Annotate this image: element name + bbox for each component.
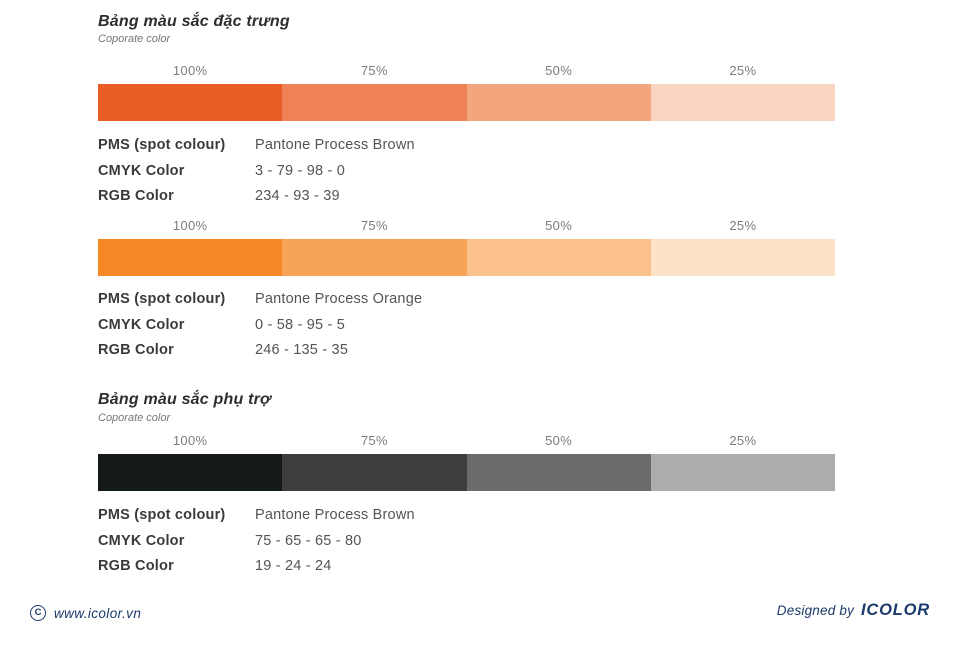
spec-value: 234 - 93 - 39 [255,188,340,205]
color-swatch-100 [98,239,283,276]
section-subtitle-secondary: Coporate color [98,412,171,424]
spec-value: 75 - 65 - 65 - 80 [255,532,362,549]
tint-label-100: 100% [172,218,208,233]
spec-row-cmyk: CMYK Color 0 - 58 - 95 - 5 [98,313,835,339]
tint-label-75: 75% [360,433,388,448]
color-bar-red-orange [98,84,835,121]
section-title-secondary: Bảng màu sắc phụ trợ [98,391,271,408]
color-swatch-50 [466,239,651,276]
spec-value: 19 - 24 - 24 [255,558,332,575]
tint-label-25: 25% [729,218,757,233]
spec-value: 246 - 135 - 35 [255,342,349,359]
spec-row-rgb: RGB Color 246 - 135 - 35 [98,338,835,364]
color-swatch-100 [98,84,283,121]
spec-value: Pantone Process Brown [255,137,415,153]
spec-value: 0 - 58 - 95 - 5 [255,316,346,333]
spec-label: PMS (spot colour) [98,137,226,153]
tint-label-25: 25% [729,63,757,78]
color-swatch-100 [98,454,283,491]
tint-label-row: 100% 75% 50% 25% [98,217,835,234]
brand-logo: ICOLOR [861,601,930,619]
spec-row-pms: PMS (spot colour) Pantone Process Brown [98,503,835,529]
spec-table: PMS (spot colour) Pantone Process Brown … [98,503,835,580]
spec-label: CMYK Color [98,532,185,549]
spec-label: RGB Color [98,558,174,575]
copyright-icon: C [30,605,46,621]
spec-label: PMS (spot colour) [98,291,226,307]
color-swatch-25 [650,84,835,121]
color-bar-orange [98,239,835,276]
spec-table: PMS (spot colour) Pantone Process Brown … [98,133,835,210]
spec-label: RGB Color [98,342,174,359]
color-swatch-25 [650,454,835,491]
spec-label: RGB Color [98,188,174,205]
tint-label-50: 50% [545,433,573,448]
color-swatch-25 [650,239,835,276]
designed-by-label: Designed by [776,603,855,618]
tint-label-75: 75% [360,218,388,233]
spec-row-rgb: RGB Color 234 - 93 - 39 [98,184,835,210]
spec-row-pms: PMS (spot colour) Pantone Process Orange [98,287,835,313]
tint-label-row: 100% 75% 50% 25% [98,62,835,79]
site-link[interactable]: www.icolor.vn [54,605,142,621]
color-swatch-50 [466,454,651,491]
footer-left: C www.icolor.vn [30,603,141,623]
tint-label-25: 25% [729,433,757,448]
tint-label-row: 100% 75% 50% 25% [98,432,835,449]
spec-label: PMS (spot colour) [98,507,226,523]
tint-label-100: 100% [172,433,208,448]
spec-label: CMYK Color [98,316,185,333]
color-swatch-75 [282,239,467,276]
spec-label: CMYK Color [98,162,185,179]
color-swatch-75 [282,84,467,121]
spec-table: PMS (spot colour) Pantone Process Orange… [98,287,835,364]
tint-label-75: 75% [360,63,388,78]
spec-value: Pantone Process Brown [255,507,415,523]
section-title-primary: Bảng màu sắc đặc trưng [98,13,290,30]
spec-row-cmyk: CMYK Color 3 - 79 - 98 - 0 [98,159,835,185]
spec-value: 3 - 79 - 98 - 0 [255,162,346,179]
tint-label-50: 50% [545,63,573,78]
color-bar-black [98,454,835,491]
tint-label-100: 100% [172,63,208,78]
spec-value: Pantone Process Orange [255,291,423,307]
color-swatch-75 [282,454,467,491]
spec-row-pms: PMS (spot colour) Pantone Process Brown [98,133,835,159]
spec-row-cmyk: CMYK Color 75 - 65 - 65 - 80 [98,529,835,555]
section-subtitle-primary: Coporate color [98,33,171,45]
spec-row-rgb: RGB Color 19 - 24 - 24 [98,554,835,580]
tint-label-50: 50% [545,218,573,233]
color-swatch-50 [466,84,651,121]
footer-right: Designed by ICOLOR [777,601,930,625]
